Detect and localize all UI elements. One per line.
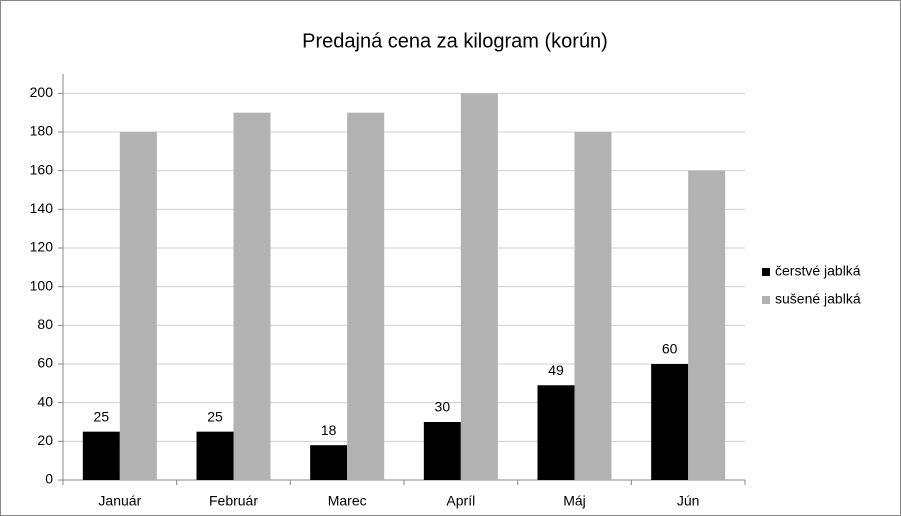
y-tick-label: 160 bbox=[30, 161, 54, 177]
y-tick-label: 80 bbox=[37, 316, 53, 332]
legend-swatch bbox=[762, 268, 770, 276]
data-label: 30 bbox=[435, 399, 451, 415]
bar bbox=[423, 422, 461, 480]
bar bbox=[233, 112, 271, 481]
bar bbox=[460, 93, 498, 480]
x-tick-label: Jún bbox=[677, 493, 700, 509]
y-tick-label: 60 bbox=[37, 355, 53, 371]
x-tick-label: Január bbox=[98, 493, 141, 509]
bar bbox=[537, 385, 575, 480]
y-tick-label: 200 bbox=[30, 84, 54, 100]
data-label: 60 bbox=[662, 341, 678, 357]
bar bbox=[119, 132, 157, 480]
bar bbox=[82, 431, 120, 480]
legend-label: sušené jablká bbox=[775, 291, 861, 307]
y-tick-label: 180 bbox=[30, 123, 54, 139]
bar bbox=[196, 431, 234, 480]
x-tick-label: Máj bbox=[563, 493, 586, 509]
x-tick-label: Marec bbox=[328, 493, 367, 509]
bar bbox=[347, 112, 385, 481]
y-tick-label: 40 bbox=[37, 393, 53, 409]
bar bbox=[688, 170, 726, 480]
y-tick-label: 20 bbox=[37, 432, 53, 448]
bar bbox=[574, 132, 612, 480]
legend-label: čerstvé jablká bbox=[775, 263, 861, 279]
data-label: 49 bbox=[548, 362, 564, 378]
chart-title: Predajná cena za kilogram (korún) bbox=[302, 30, 608, 52]
data-label: 25 bbox=[207, 408, 223, 424]
bar bbox=[310, 445, 348, 480]
y-tick-label: 120 bbox=[30, 239, 54, 255]
data-label: 25 bbox=[94, 408, 110, 424]
legend-swatch bbox=[762, 296, 770, 304]
data-label: 18 bbox=[321, 422, 337, 438]
y-tick-label: 100 bbox=[30, 277, 54, 293]
x-tick-label: Apríl bbox=[446, 493, 475, 509]
y-tick-label: 0 bbox=[45, 471, 53, 487]
y-tick-label: 140 bbox=[30, 200, 54, 216]
x-tick-label: Február bbox=[209, 493, 258, 509]
bar bbox=[651, 364, 689, 480]
